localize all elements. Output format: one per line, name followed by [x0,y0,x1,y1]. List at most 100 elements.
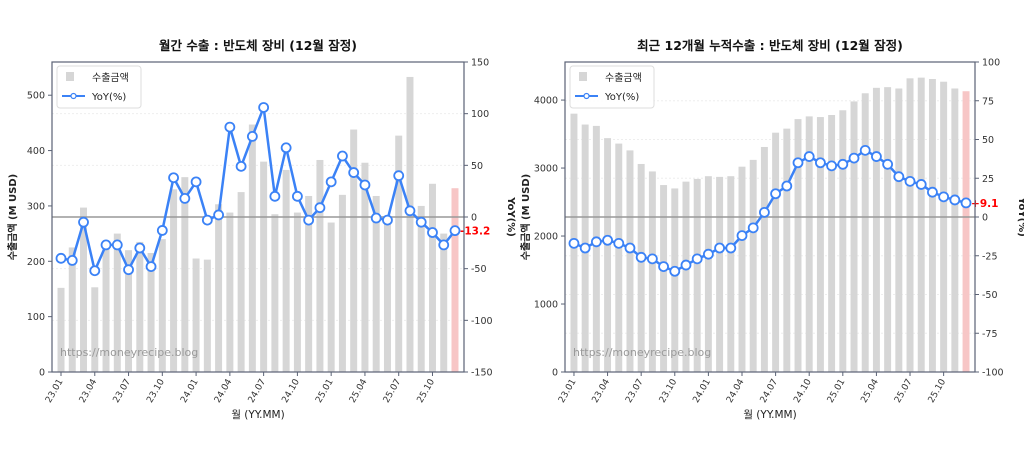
bar[interactable] [951,88,959,373]
yoy-marker[interactable] [680,259,692,271]
bar[interactable] [682,181,690,372]
yoy-marker[interactable] [404,205,416,217]
yoy-marker[interactable] [145,261,157,273]
bar[interactable] [260,161,268,372]
yoy-marker[interactable] [613,237,625,249]
yoy-marker[interactable] [55,252,67,264]
bar[interactable] [693,178,701,372]
bar[interactable] [91,287,99,372]
yoy-marker[interactable] [370,212,382,224]
yoy-marker[interactable] [111,239,123,251]
bar[interactable] [917,77,925,373]
bar[interactable] [226,212,234,372]
bar[interactable] [861,93,869,373]
bar[interactable] [716,176,724,372]
yoy-marker[interactable] [882,158,894,170]
bar[interactable] [215,204,223,372]
bar[interactable] [727,176,735,372]
bar[interactable] [338,194,346,372]
yoy-marker[interactable] [747,222,759,234]
yoy-marker[interactable] [123,264,134,276]
bar[interactable] [872,87,880,372]
yoy-marker[interactable] [702,248,714,260]
bar[interactable] [828,115,836,373]
yoy-marker[interactable] [179,192,191,204]
yoy-marker[interactable] [359,179,371,191]
bar[interactable] [928,78,936,373]
yoy-marker[interactable] [893,171,905,183]
yoy-marker[interactable] [382,214,393,226]
bar[interactable] [282,169,290,372]
yoy-marker[interactable] [280,142,292,154]
bar[interactable] [417,205,425,372]
bar[interactable] [248,124,256,372]
bar[interactable] [626,150,634,372]
yoy-marker[interactable] [669,265,681,277]
bar[interactable] [293,212,301,372]
yoy-marker[interactable] [904,175,916,187]
bar[interactable] [805,116,813,373]
bar[interactable] [361,162,369,372]
yoy-marker[interactable] [427,227,438,238]
bar[interactable] [57,287,65,372]
bar[interactable] [816,117,824,372]
bar[interactable] [80,207,88,372]
bar[interactable] [406,76,414,373]
yoy-marker[interactable] [960,197,972,209]
yoy-marker[interactable] [602,234,613,246]
bar[interactable] [783,128,791,372]
yoy-marker[interactable] [736,230,748,242]
yoy-marker[interactable] [269,190,281,202]
yoy-marker[interactable] [826,160,838,172]
bar[interactable] [102,247,110,372]
bar[interactable] [839,110,847,372]
bar[interactable] [383,217,391,372]
bar[interactable] [158,239,166,372]
bar[interactable] [170,189,178,372]
bar[interactable] [749,159,757,372]
bar[interactable] [327,222,335,372]
yoy-marker[interactable] [66,254,78,266]
yoy-marker[interactable] [156,225,168,236]
yoy-marker[interactable] [949,194,961,206]
bar[interactable] [147,252,155,372]
bar[interactable] [704,176,712,372]
yoy-marker[interactable] [393,170,405,182]
yoy-marker[interactable] [415,216,427,228]
yoy-marker[interactable] [201,214,213,226]
yoy-marker[interactable] [848,152,860,164]
bar[interactable] [237,192,245,372]
yoy-marker[interactable] [134,242,146,254]
yoy-marker[interactable] [168,172,179,184]
bar[interactable] [895,88,903,373]
yoy-marker[interactable] [348,167,360,178]
yoy-marker[interactable] [590,236,602,248]
bar[interactable] [136,241,144,372]
bar[interactable] [772,132,780,372]
yoy-marker[interactable] [337,150,348,162]
bar[interactable] [760,146,768,372]
bar[interactable] [671,188,679,372]
yoy-marker[interactable] [792,157,804,169]
yoy-marker[interactable] [89,265,101,277]
yoy-marker[interactable] [258,102,270,113]
yoy-marker[interactable] [314,202,326,214]
yoy-marker[interactable] [758,206,770,218]
yoy-marker[interactable] [815,157,826,169]
yoy-marker[interactable] [770,188,782,200]
yoy-marker[interactable] [579,242,591,254]
bar[interactable] [451,188,459,372]
bar[interactable] [940,81,948,373]
yoy-marker[interactable] [449,225,461,237]
yoy-marker[interactable] [291,190,303,202]
yoy-marker[interactable] [624,242,636,254]
yoy-marker[interactable] [303,214,315,226]
yoy-marker[interactable] [438,239,450,251]
yoy-marker[interactable] [213,209,225,221]
bar[interactable] [850,101,858,373]
yoy-marker[interactable] [714,242,725,254]
bar[interactable] [648,171,656,372]
bar[interactable] [271,214,279,372]
bar[interactable] [660,185,668,372]
yoy-marker[interactable] [568,237,580,249]
